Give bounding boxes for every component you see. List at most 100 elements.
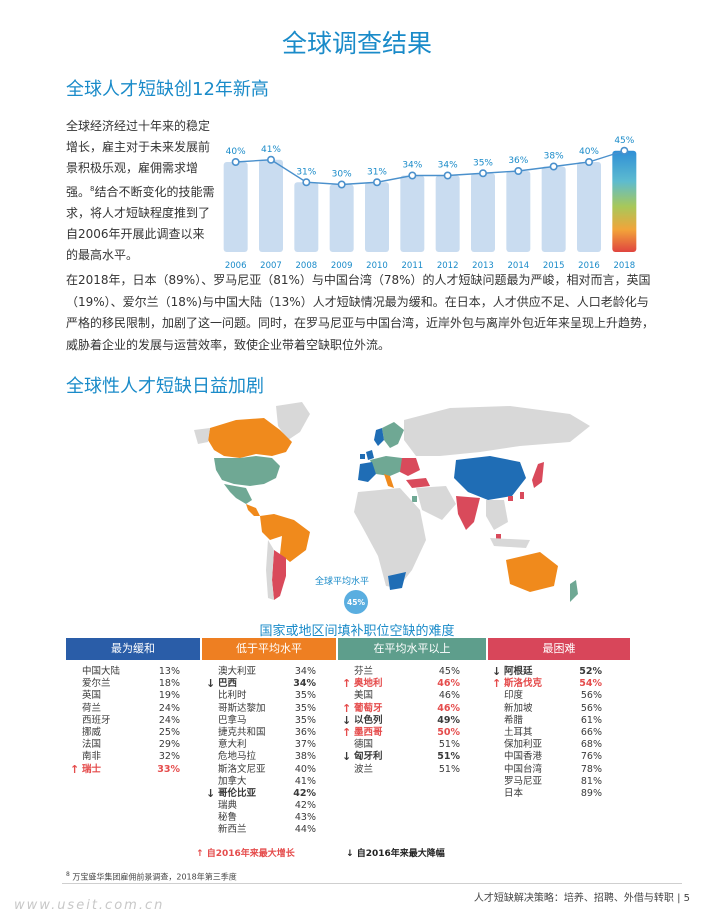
down-arrow-icon: ↓: [492, 665, 502, 678]
footer-divider: [62, 883, 682, 884]
section-title-shortage: 全球人才短缺创12年新高: [66, 79, 269, 100]
footnote-number: 8: [66, 871, 70, 878]
x-tick-label: 2009: [331, 261, 353, 271]
trend-point: [514, 166, 523, 175]
table-row: 秘鲁 43%: [202, 812, 336, 824]
map-scandinavia: [382, 422, 404, 448]
map-eastern-europe: [400, 458, 420, 476]
country-value: 32%: [158, 751, 180, 763]
table-column: 最为缓和 中国大陆 13% 爱尔兰 18% 英国 19% 荷兰 24% 西班牙 24% 挪威 25% 法国…: [66, 638, 200, 776]
country-name: 意大利: [218, 739, 247, 751]
table-row: 中国台湾 78%: [488, 764, 630, 776]
table-row: 希腊 61%: [488, 715, 630, 727]
body-paragraph: 在2018年，日本（89%）、罗马尼亚（81%）与中国台湾（78%）的人才短缺问…: [66, 273, 655, 352]
bar-value-label: 38%: [544, 152, 564, 162]
map-indonesia: [490, 538, 530, 548]
column-header: 最为缓和: [66, 638, 200, 660]
table-row: 日本 89%: [488, 788, 630, 800]
table-row: ↑ 斯洛伐克 54%: [488, 677, 630, 690]
table-row: ↓ 阿根廷 52%: [488, 665, 630, 678]
x-tick-label: 2006: [225, 261, 247, 271]
country-name: 英国: [82, 690, 102, 702]
country-name: 中国香港: [504, 751, 543, 763]
bar-2008: [294, 182, 319, 252]
country-name: 爱尔兰: [82, 678, 111, 690]
down-arrow-icon: ↓: [346, 849, 354, 859]
map-avg-value: 45%: [347, 598, 365, 607]
bar-value-label: 31%: [367, 167, 387, 177]
country-value: 35%: [294, 690, 316, 702]
table-row: 爱尔兰 18%: [66, 678, 200, 690]
country-name: 中国台湾: [504, 763, 543, 775]
country-value: 89%: [580, 787, 602, 799]
bar-2006: [223, 162, 248, 252]
map-australia: [506, 552, 558, 592]
column-header: 最困难: [488, 638, 630, 660]
map-taiwan: [520, 492, 524, 499]
country-value: 81%: [580, 775, 602, 787]
country-name: 法国: [82, 739, 102, 751]
trend-point: [620, 146, 629, 155]
bar-2013: [471, 173, 495, 252]
map-africa: [354, 488, 426, 588]
country-name: 芬兰: [354, 666, 374, 677]
x-tick-label: 2010: [366, 261, 388, 271]
country-name: 波兰: [354, 763, 374, 775]
bar-value-label: 40%: [579, 147, 599, 157]
x-tick-label: 2011: [402, 261, 424, 271]
country-value: 46%: [437, 678, 460, 690]
country-value: 36%: [294, 726, 316, 738]
country-name: 瑞典: [218, 800, 238, 812]
trend-point: [478, 169, 487, 178]
country-value: 42%: [293, 787, 316, 799]
page-title: 全球调查结果: [281, 29, 432, 58]
map-caption: 国家或地区间填补职位空缺的难度: [259, 624, 455, 639]
country-name: 保加利亚: [504, 739, 543, 751]
country-value: 42%: [294, 800, 316, 812]
x-tick-label: 2008: [296, 261, 318, 271]
trend-point: [302, 178, 311, 187]
table-row: ↑ 瑞士 33%: [66, 763, 200, 776]
country-value: 66%: [580, 726, 602, 738]
map-alaska: [194, 428, 210, 444]
trend-point: [443, 171, 452, 180]
table-row: 哥斯达黎加 35%: [202, 703, 336, 715]
footnote-text: 万宝盛华集团雇佣前景调查，2018年第三季度: [72, 872, 237, 882]
x-tick-label: 2018: [614, 261, 636, 271]
map-japan: [532, 462, 544, 488]
table-row: 瑞典 42%: [202, 800, 336, 812]
country-value: 41%: [294, 775, 316, 787]
shortage-bar-chart: 40% 2006 41% 2007 31% 2008 30% 2009 31% 2010 34% 20…: [223, 136, 637, 271]
table-row: ↓ 以色列 49%: [338, 714, 486, 727]
table-row: 挪威 25%: [66, 727, 200, 739]
trend-point: [408, 171, 417, 180]
country-value: 34%: [294, 666, 316, 677]
table-row: 美国 46%: [338, 690, 486, 702]
bar-value-label: 45%: [614, 136, 634, 146]
bar-value-label: 31%: [296, 167, 316, 177]
country-value: 24%: [158, 714, 180, 726]
country-value: 46%: [438, 690, 460, 702]
map-avg-label: 全球平均水平: [315, 575, 369, 587]
bar-value-label: 34%: [402, 161, 422, 171]
country-name: 以色列: [354, 714, 383, 726]
up-arrow-icon: ↑: [342, 725, 352, 739]
x-tick-label: 2012: [437, 261, 459, 271]
country-name: 印度: [504, 690, 524, 702]
map-china: [454, 456, 526, 500]
country-name: 荷兰: [82, 702, 102, 714]
country-name: 澳大利亚: [218, 666, 257, 677]
bar-2011: [400, 175, 425, 252]
country-name: 斯洛文尼亚: [218, 763, 266, 775]
map-canada: [208, 418, 292, 458]
trend-point: [549, 162, 558, 171]
intro-paragraph: 全球经济经过十年来的稳定增长，雇主对于未来发展前景积极乐观，雇佣需求增强。8结合…: [66, 116, 216, 266]
table-row: ↑ 奥地利 46%: [338, 677, 486, 690]
legend-increase: ↑ 自2016年来最大增长: [196, 846, 295, 859]
trend-point: [373, 178, 382, 187]
country-name: 新西兰: [218, 824, 247, 836]
country-value: 49%: [437, 714, 460, 726]
country-name: 德国: [354, 739, 374, 751]
table-row: 巴拿马 35%: [202, 715, 336, 727]
country-value: 40%: [294, 763, 316, 775]
